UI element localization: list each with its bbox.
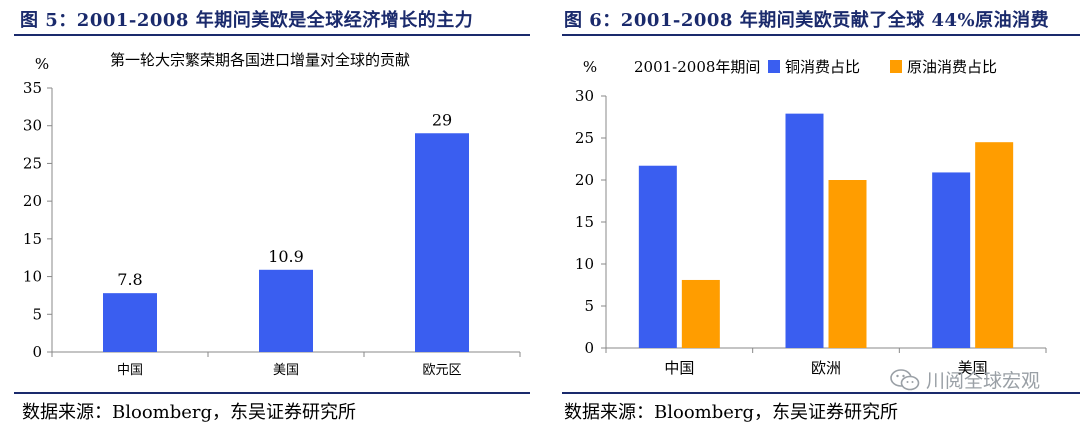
figure-6-bottom-rule [562,392,1080,394]
bar-美国-铜消费占比 [932,172,971,348]
x-category-label: 美国 [958,359,988,377]
y-tick-label: 25 [23,154,42,172]
bar-欧洲-铜消费占比 [785,113,824,348]
legend-label: 原油消费占比 [907,58,997,76]
legend-swatch [890,60,902,73]
figure-5-top-rule [14,34,530,36]
y-tick-label: 5 [32,305,42,323]
figure-6-panel: 图 6：2001-2008 年期间美欧贡献了全球 44%原油消费 % 2001-2… [548,0,1080,437]
figure-6-top-rule [562,34,1080,36]
x-category-label: 欧洲 [811,359,841,377]
x-category-label: 欧元区 [422,363,461,378]
bar-欧元区 [415,133,469,352]
watermark-text: 川阅全球宏观 [925,370,1040,392]
bar-美国-原油消费占比 [975,142,1014,348]
y-tick-label: 25 [575,129,594,147]
y-tick-label: 10 [575,255,594,273]
watermark: 川阅全球宏观 [890,366,1040,393]
figure-5-source: 数据来源：Bloomberg，东吴证券研究所 [22,402,357,423]
data-label: 29 [432,110,452,129]
y-tick-label: 10 [23,268,42,286]
x-category-label: 中国 [117,363,143,378]
bar-中国-原油消费占比 [681,279,720,348]
y-tick-label: 30 [23,117,42,135]
y-tick-label: 0 [32,343,42,361]
x-category-label: 美国 [273,363,299,378]
y-tick-label: 0 [584,339,594,357]
wechat-icon [890,368,920,390]
y-tick-label: 30 [575,87,594,105]
figure-5-panel: 图 5：2001-2008 年期间美欧是全球经济增长的主力 第一轮大宗繁荣期各国… [0,0,530,437]
figure-6-grouped-bar-chart: % 2001-2008年期间 铜消费占比 原油消费占比 0 5 10 15 20 25 30 中国 欧洲… [575,58,1047,377]
figure-6-source: 数据来源：Bloomberg，东吴证券研究所 [564,402,899,423]
legend-swatch [768,60,780,73]
y-tick-label: 15 [23,230,42,248]
y-tick-label: 20 [575,171,594,189]
y-tick-label: 15 [575,213,594,231]
figure-6-title: 图 6：2001-2008 年期间美欧贡献了全球 44%原油消费 [564,10,1050,31]
chart-title: 第一轮大宗繁荣期各国进口增量对全球的贡献 [110,51,410,69]
bar-美国 [259,269,313,352]
bar-中国 [103,293,157,352]
data-label: 7.8 [117,270,142,289]
bar-中国-铜消费占比 [638,165,677,348]
legend-label: 铜消费占比 [785,58,860,76]
bar-欧洲-原油消费占比 [828,180,867,348]
y-tick-label: 20 [23,192,42,210]
figure-5-title: 图 5：2001-2008 年期间美欧是全球经济增长的主力 [20,10,474,31]
y-tick-label: 5 [584,297,594,315]
figure-5-bottom-rule [14,392,530,394]
x-category-label: 中国 [664,359,694,377]
y-axis-unit: % [583,58,597,76]
y-axis-unit: % [35,55,49,73]
data-label: 10.9 [268,247,304,266]
y-tick-label: 35 [23,79,42,97]
legend-title: 2001-2008年期间 [634,58,760,76]
figure-5-bar-chart: 第一轮大宗繁荣期各国进口增量对全球的贡献% 0 5 10 15 20 25 30 35 7.8 中国… [23,51,521,378]
